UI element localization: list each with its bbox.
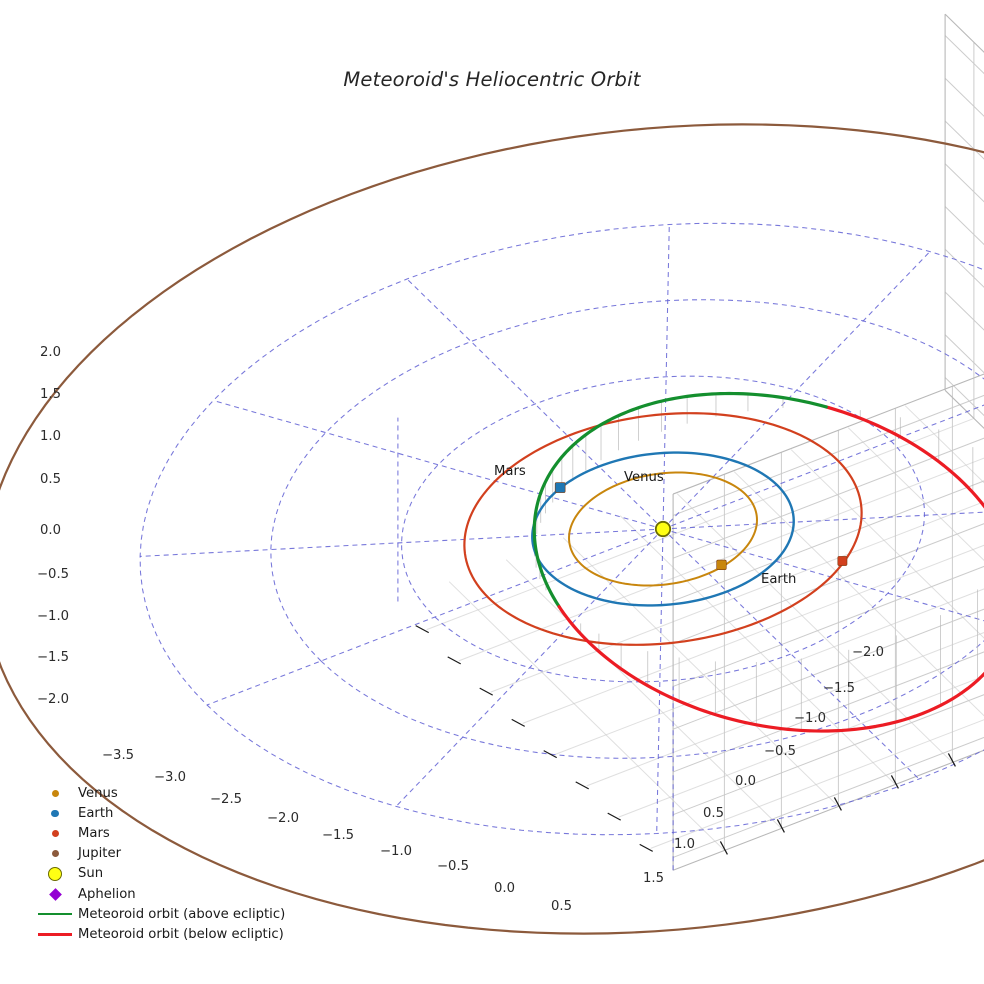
line-swatch-icon	[38, 933, 72, 936]
legend-item-sun[interactable]: Sun	[32, 864, 285, 884]
planet-orbits	[0, 123, 984, 935]
legend-item-earth[interactable]: Earth	[32, 803, 285, 823]
legend-item-label: Venus	[78, 785, 118, 801]
z-tick-label: 0.0	[40, 523, 61, 538]
legend-diamond-icon	[32, 884, 78, 904]
venus-label: Venus	[624, 470, 664, 485]
dot-swatch-icon	[51, 850, 59, 858]
y-tick-label: −0.5	[764, 744, 797, 759]
legend-item-meteoroid-orbit-above-ecliptic[interactable]: Meteoroid orbit (above ecliptic)	[32, 904, 285, 924]
legend-line-icon	[32, 924, 78, 944]
legend-item-label: Meteoroid orbit (below ecliptic)	[78, 926, 284, 942]
x-tick-label: −2.0	[267, 811, 300, 826]
legend-item-label: Mars	[78, 825, 110, 841]
legend-dot-icon	[32, 844, 78, 864]
legend-dot-icon	[32, 803, 78, 823]
x-tick-label: 0.5	[551, 899, 572, 914]
z-tick-label: 1.0	[40, 429, 61, 444]
x-tick-label: −1.0	[380, 844, 413, 859]
y-tick-label: −1.0	[794, 711, 827, 726]
z-tick-label: −2.0	[37, 692, 70, 707]
dot-swatch-icon	[51, 829, 59, 837]
legend-item-label: Aphelion	[78, 886, 136, 902]
z-tick-label: −1.5	[37, 650, 70, 665]
x-tick-label: −3.0	[154, 770, 187, 785]
legend-item-meteoroid-orbit-below-ecliptic[interactable]: Meteoroid orbit (below ecliptic)	[32, 924, 285, 944]
y-tick-label: −2.0	[852, 645, 885, 660]
diamond-swatch-icon	[48, 887, 62, 901]
axes-box-grid	[426, 13, 984, 871]
legend: Venus Earth Mars Jupiter Sun Aphelion Meteoroi…	[32, 783, 285, 945]
z-tick-label: 1.5	[40, 387, 61, 402]
mars-label: Mars	[494, 464, 526, 479]
body-markers	[554, 482, 848, 571]
x-tick-label: −0.5	[437, 859, 470, 874]
z-tick-label: 2.0	[40, 345, 61, 360]
legend-item-label: Earth	[78, 805, 114, 821]
dot-swatch-icon	[51, 789, 59, 797]
page-title: Meteoroid's Heliocentric Orbit	[343, 68, 641, 91]
legend-line-icon	[32, 904, 78, 924]
x-tick-label: −3.5	[102, 748, 135, 763]
legend-item-aphelion[interactable]: Aphelion	[32, 884, 285, 904]
z-tick-label: 0.5	[40, 472, 61, 487]
x-tick-label: 0.0	[494, 881, 515, 896]
z-tick-label: −0.5	[37, 567, 70, 582]
legend-item-venus[interactable]: Venus	[32, 783, 285, 803]
y-tick-label: 1.0	[674, 837, 695, 852]
line-swatch-icon	[38, 913, 72, 916]
legend-item-label: Sun	[78, 866, 104, 882]
legend-dot-icon	[32, 864, 78, 884]
legend-dot-icon	[32, 823, 78, 843]
x-tick-label: −2.5	[210, 792, 243, 807]
meteoroid-orbit	[532, 391, 984, 733]
y-tick-label: 0.5	[703, 806, 724, 821]
y-tick-label: 1.5	[643, 871, 664, 886]
legend-item-jupiter[interactable]: Jupiter	[32, 844, 285, 864]
axis-tick-marks	[415, 625, 956, 855]
legend-item-mars[interactable]: Mars	[32, 823, 285, 843]
y-tick-label: 0.0	[735, 774, 756, 789]
dot-swatch-icon	[51, 809, 59, 818]
legend-item-label: Jupiter	[78, 846, 121, 862]
y-tick-label: −1.5	[823, 681, 856, 696]
dot-swatch-icon	[48, 866, 62, 881]
earth-label: Earth	[761, 572, 797, 587]
x-tick-label: −1.5	[322, 828, 355, 843]
z-tick-label: −1.0	[37, 609, 70, 624]
legend-item-label: Meteoroid orbit (above ecliptic)	[78, 906, 286, 922]
polar-grid	[139, 222, 984, 871]
legend-dot-icon	[32, 783, 78, 803]
